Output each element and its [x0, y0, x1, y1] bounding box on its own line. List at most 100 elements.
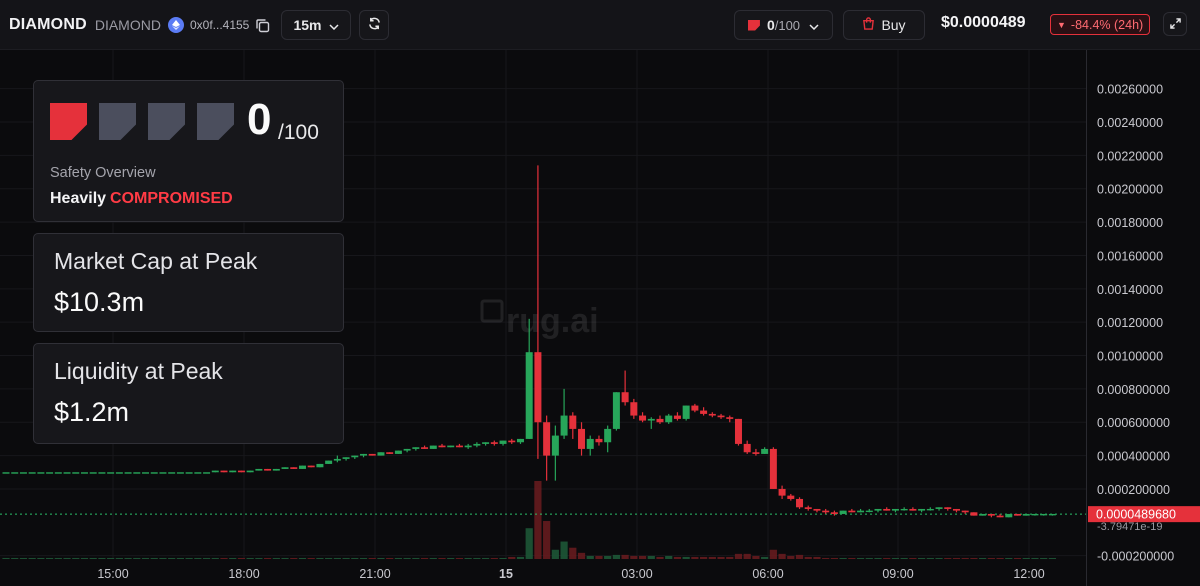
safety-segment-1 — [50, 103, 87, 140]
candle — [769, 447, 777, 489]
copy-icon[interactable] — [255, 18, 270, 33]
candle — [569, 412, 577, 439]
candle-body — [115, 472, 123, 474]
candle-body — [377, 452, 385, 456]
candle-body — [316, 463, 324, 468]
candle — [80, 472, 88, 474]
y-tick-label: 0.00160000 — [1097, 249, 1163, 263]
price-change-badge: ▼ -84.4% (24h) — [1050, 14, 1151, 35]
volume-bar — [900, 557, 908, 559]
candle-body — [612, 392, 620, 429]
score-value: 0 — [766, 17, 775, 33]
volume-bar — [133, 557, 141, 559]
volume-bar — [569, 547, 577, 559]
y-tick-label: 0.00120000 — [1097, 316, 1163, 330]
y-tick-label: 0.000200000 — [1097, 483, 1170, 497]
candle — [133, 472, 141, 474]
buy-button[interactable]: Buy — [843, 10, 925, 40]
volume-bar — [525, 528, 533, 559]
candle-body — [630, 402, 638, 416]
candle-body — [447, 445, 455, 448]
volume-bar — [621, 554, 629, 559]
candle-body — [142, 472, 150, 474]
volume-bar — [778, 553, 786, 559]
candle-body — [421, 447, 429, 449]
candle — [761, 447, 769, 454]
volume-bar — [377, 557, 385, 559]
candle-body — [822, 510, 830, 513]
candle — [28, 472, 36, 474]
volume-bar — [72, 557, 80, 559]
candle-body — [700, 410, 708, 414]
volume-bar — [612, 554, 620, 559]
candle — [551, 425, 559, 481]
volume-bar — [412, 557, 420, 559]
candle-body — [796, 498, 804, 508]
candle-body — [586, 438, 594, 449]
liquidity-value: $1.2m — [54, 397, 130, 427]
candle — [525, 318, 533, 439]
safety-segment-4 — [197, 103, 234, 140]
volume-bar — [211, 557, 219, 559]
volume-bar — [150, 557, 158, 559]
candle — [612, 392, 620, 431]
fullscreen-button[interactable] — [1163, 12, 1187, 36]
candle — [586, 435, 594, 456]
candle-body — [2, 472, 10, 474]
candle-body — [351, 455, 359, 458]
candle — [578, 422, 586, 456]
volume-bar — [717, 556, 725, 559]
market-cap-value: $10.3m — [54, 287, 145, 317]
volume-bar — [926, 557, 934, 559]
volume-bar — [839, 557, 847, 559]
volume-bar — [726, 556, 734, 559]
candle-body — [342, 457, 350, 459]
candle — [639, 412, 647, 423]
candle-body — [534, 352, 542, 423]
safety-title: Safety Overview — [50, 165, 156, 181]
candle-body — [11, 472, 19, 474]
refresh-button[interactable] — [359, 10, 389, 40]
candle — [813, 508, 821, 513]
candle-body — [691, 405, 699, 411]
candle — [281, 467, 289, 469]
candle-body — [987, 513, 995, 516]
candle — [665, 413, 673, 424]
candle — [89, 472, 97, 474]
candle-body — [455, 445, 463, 448]
candle-body — [769, 448, 777, 489]
y-axis: 0.00260000 0.00240000 0.00220000 0.00200000… — [1086, 50, 1174, 586]
volume-bar — [185, 557, 193, 559]
candle-body — [133, 472, 141, 474]
safety-score-dropdown[interactable]: 0 /100 — [734, 10, 833, 40]
candle-body — [516, 438, 524, 443]
volume-bar — [673, 556, 682, 559]
timeframe-select[interactable]: 15m — [281, 10, 351, 40]
volume-bar — [63, 557, 71, 559]
candle-body — [569, 415, 577, 429]
volume-bar — [752, 555, 760, 559]
volume-bars — [2, 481, 1056, 559]
volume-bar — [202, 557, 211, 559]
volume-bar — [804, 556, 812, 559]
volume-bar — [264, 557, 272, 559]
candle-body — [203, 472, 211, 474]
candle-body — [28, 472, 36, 474]
candle — [830, 510, 838, 516]
y-tick-label: 0.00100000 — [1097, 350, 1163, 364]
candle-body — [63, 472, 71, 474]
volume-bar — [656, 556, 664, 559]
x-tick-label: 15:00 — [97, 567, 128, 581]
candle — [482, 442, 490, 446]
candle — [237, 470, 245, 473]
candlesticks — [2, 165, 1056, 518]
x-axis: 15:00 18:00 21:00 15 03:00 06:00 09:00 12:00 — [97, 567, 1044, 581]
candle — [185, 472, 193, 474]
chevron-down-icon — [809, 17, 819, 33]
candle — [63, 472, 71, 474]
candle — [743, 440, 751, 454]
candle-body — [325, 460, 333, 464]
candle — [2, 472, 10, 474]
volume-bar — [543, 521, 551, 559]
volume-bar — [987, 557, 995, 559]
